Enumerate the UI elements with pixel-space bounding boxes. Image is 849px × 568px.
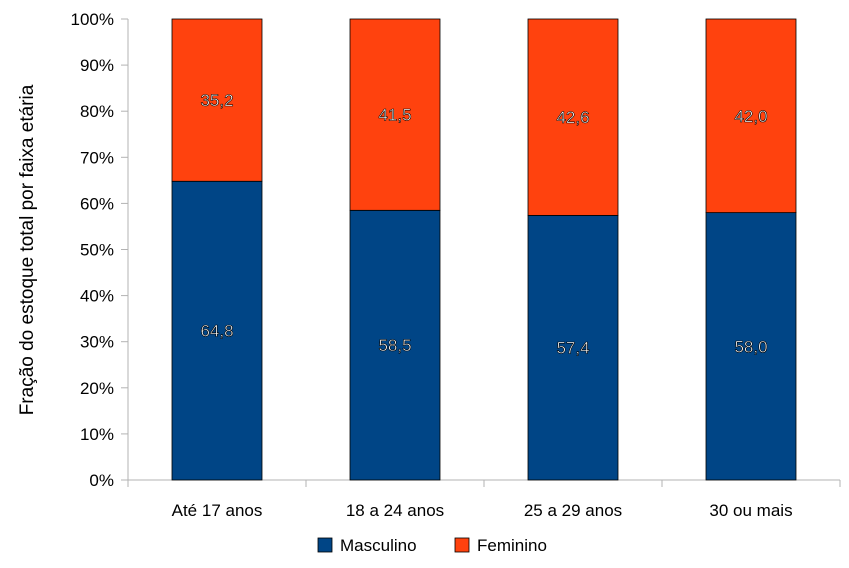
x-tick-label: Até 17 anos bbox=[172, 501, 263, 520]
legend-label: Masculino bbox=[340, 536, 417, 555]
x-tick-label: 30 ou mais bbox=[709, 501, 792, 520]
bars bbox=[172, 19, 796, 480]
legend-label: Feminino bbox=[477, 536, 547, 555]
y-tick-label: 50% bbox=[80, 241, 114, 260]
x-tick-label: 25 a 29 anos bbox=[524, 501, 622, 520]
y-axis-title: Fração do estoque total por faixa etária bbox=[17, 84, 38, 415]
data-label: 58,0 bbox=[734, 337, 767, 356]
legend-swatch bbox=[455, 538, 469, 552]
y-tick-label: 10% bbox=[80, 425, 114, 444]
legend: Masculino Feminino bbox=[318, 536, 547, 555]
data-labels: 64,8 35,2 58,5 41,5 57,4 42,6 58,0 42,0 bbox=[200, 91, 767, 358]
data-label: 35,2 bbox=[200, 91, 233, 110]
y-tick-label: 0% bbox=[89, 471, 114, 490]
y-tick-label: 30% bbox=[80, 333, 114, 352]
data-label: 58,5 bbox=[378, 336, 411, 355]
y-tick-label: 20% bbox=[80, 379, 114, 398]
y-tick-label: 100% bbox=[71, 10, 114, 29]
data-label: 41,5 bbox=[378, 106, 411, 125]
data-label: 42,0 bbox=[734, 107, 767, 126]
y-tick-label: 60% bbox=[80, 194, 114, 213]
data-label: 42,6 bbox=[556, 108, 589, 127]
data-label: 57,4 bbox=[556, 339, 589, 358]
y-tick-label: 70% bbox=[80, 148, 114, 167]
y-tick-label: 40% bbox=[80, 287, 114, 306]
data-label: 64,8 bbox=[200, 322, 233, 341]
y-tick-label: 80% bbox=[80, 102, 114, 121]
y-tick-label: 90% bbox=[80, 56, 114, 75]
x-tick-label: 18 a 24 anos bbox=[346, 501, 444, 520]
legend-swatch bbox=[318, 538, 332, 552]
